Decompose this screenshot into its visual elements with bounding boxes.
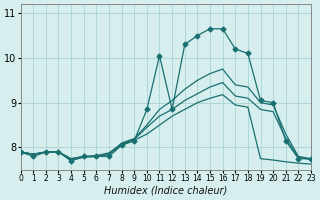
X-axis label: Humidex (Indice chaleur): Humidex (Indice chaleur): [104, 186, 228, 196]
